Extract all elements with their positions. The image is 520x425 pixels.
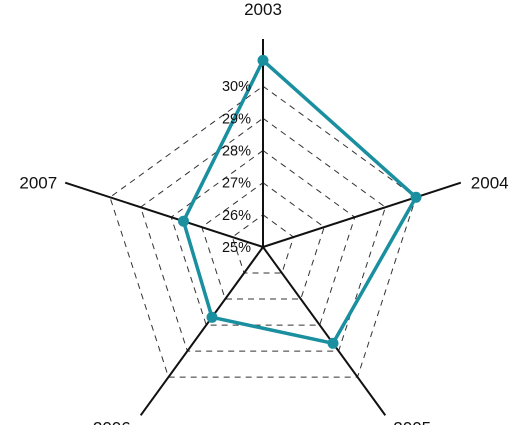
- axis-spoke-2005: [262, 246, 387, 416]
- tick-label: 26%: [222, 208, 251, 224]
- series-line: [181, 58, 418, 346]
- category-label-2003: 2003: [244, 0, 282, 19]
- data-point-2003: [257, 54, 269, 66]
- grid-ring: [109, 85, 417, 378]
- grid-ring: [201, 182, 325, 300]
- category-label-2004: 2004: [471, 174, 509, 193]
- data-point-2005: [327, 337, 339, 349]
- data-point-2004: [410, 191, 422, 203]
- tick-label: 29%: [222, 111, 251, 127]
- radar-grid: [109, 85, 417, 378]
- category-label-2005: 2005: [393, 418, 431, 425]
- tick-label: 27%: [222, 176, 251, 192]
- category-label-2007: 2007: [19, 174, 57, 193]
- radial-tick-labels: 25% 26% 27% 28% 29% 30%: [222, 79, 251, 256]
- axis-spoke-2007: [64, 181, 264, 248]
- category-label-2006: 2006: [93, 418, 131, 425]
- radar-series: [178, 54, 422, 349]
- category-labels: 2003 2004 2005 2006 2007: [19, 0, 508, 425]
- axis-spoke-2004: [262, 181, 462, 248]
- radar-axes: [64, 39, 462, 416]
- data-point-2007: [178, 215, 189, 227]
- axis-spoke-2006: [139, 246, 264, 416]
- grid-ring: [140, 117, 386, 352]
- tick-label: 28%: [222, 144, 251, 160]
- grid-ring: [231, 214, 295, 274]
- tick-label: 30%: [222, 79, 251, 95]
- data-point-2006: [206, 311, 218, 323]
- tick-label: 25%: [222, 240, 251, 256]
